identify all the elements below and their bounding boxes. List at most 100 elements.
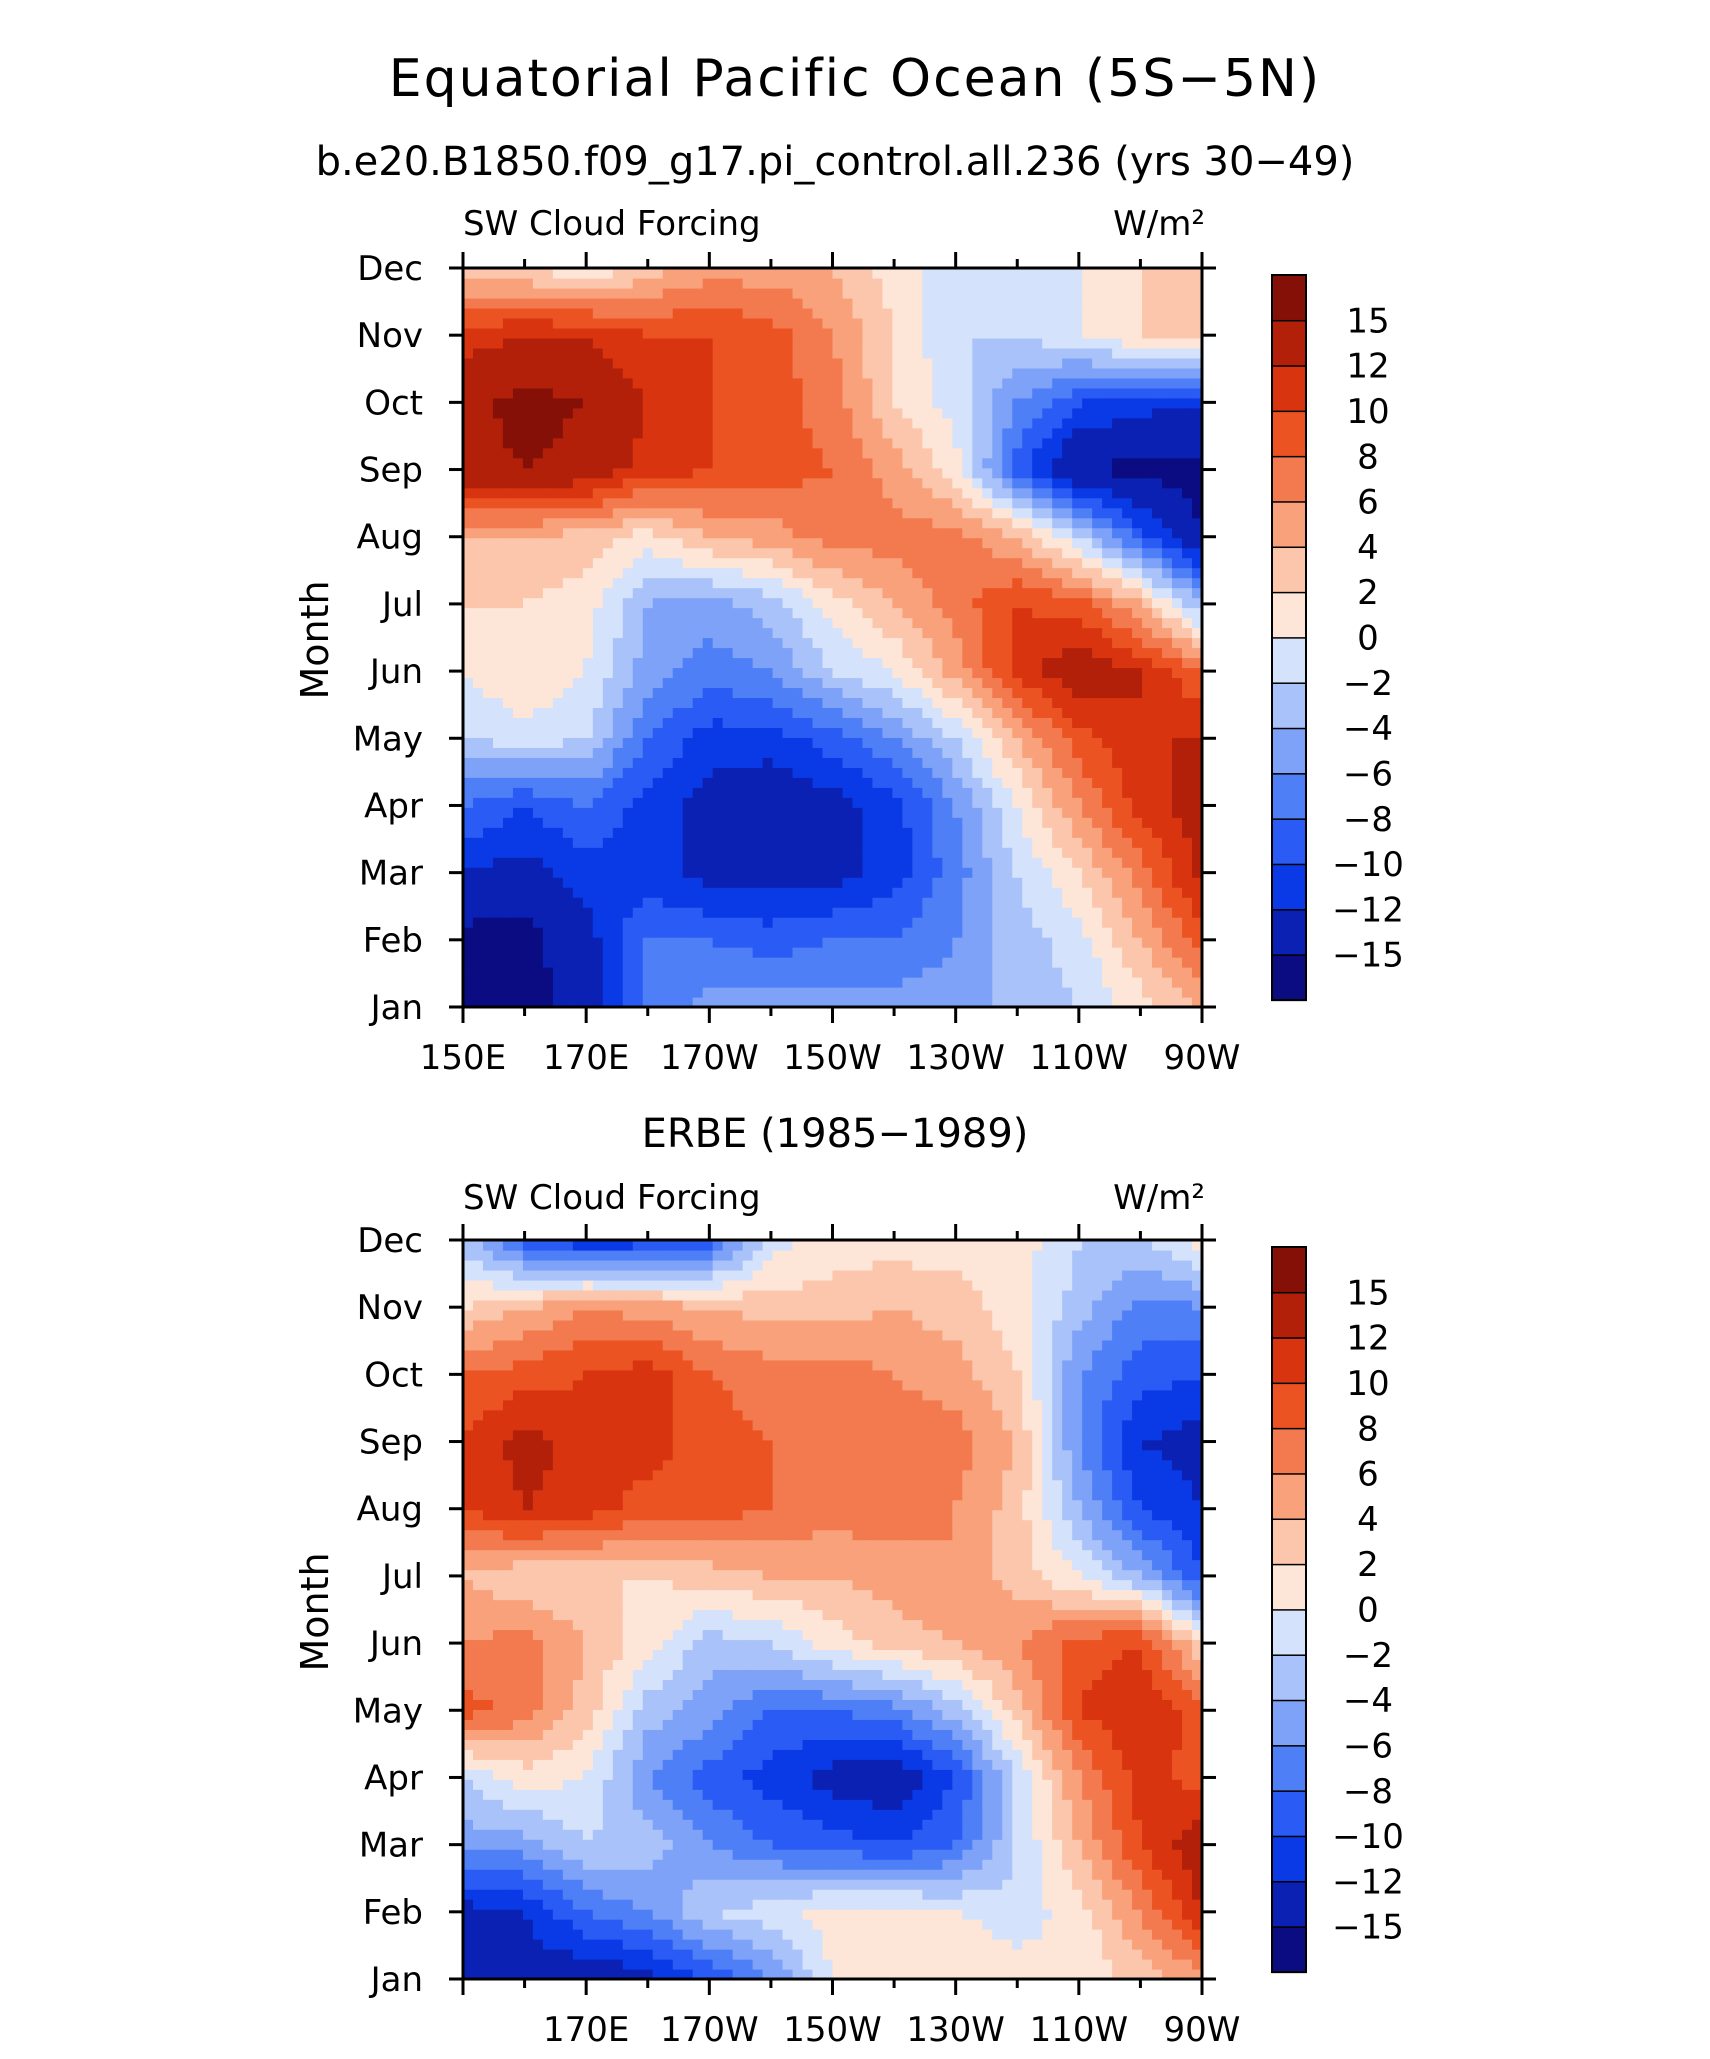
- heatmap-cell: [782, 847, 794, 858]
- heatmap-cell: [1172, 517, 1183, 529]
- heatmap-cell: [532, 417, 544, 429]
- heatmap-cell: [1182, 627, 1193, 639]
- heatmap-cell: [1192, 697, 1203, 709]
- heatmap-cell: [862, 707, 874, 718]
- heatmap-cell: [472, 477, 484, 489]
- heatmap-cell: [1192, 997, 1203, 1008]
- heatmap-cell: [892, 787, 904, 798]
- heatmap-cell: [812, 587, 824, 599]
- heatmap-cell: [472, 567, 484, 579]
- heatmap-cell: [1102, 557, 1113, 569]
- heatmap-cell: [482, 397, 494, 409]
- heatmap-cell: [642, 367, 654, 379]
- heatmap-cell: [642, 887, 654, 898]
- heatmap-cell: [1012, 527, 1023, 539]
- heatmap-cell: [982, 777, 993, 788]
- heatmap-cell: [562, 817, 574, 828]
- heatmap-cell: [992, 367, 1003, 379]
- heatmap-cell: [1032, 737, 1043, 748]
- heatmap-cell: [1032, 507, 1043, 519]
- heatmap-cell: [612, 327, 624, 339]
- heatmap-cell: [1192, 377, 1203, 389]
- heatmap-cell: [652, 447, 664, 459]
- heatmap-cell: [602, 777, 614, 788]
- heatmap-cell: [732, 607, 744, 619]
- heatmap-cell: [862, 517, 874, 529]
- heatmap-cell: [1172, 937, 1183, 948]
- heatmap-cell: [692, 347, 704, 359]
- heatmap-cell: [1162, 977, 1173, 988]
- heatmap-cell: [463, 617, 474, 629]
- heatmap-cell: [922, 367, 933, 379]
- heatmap-cell: [1002, 527, 1013, 539]
- heatmap-cell: [762, 457, 774, 469]
- heatmap-cell: [502, 837, 514, 848]
- heatmap-cell: [822, 537, 834, 549]
- heatmap-cell: [852, 987, 864, 998]
- heatmap-cell: [842, 627, 854, 639]
- heatmap-cell: [672, 677, 684, 689]
- heatmap-cell: [1132, 837, 1143, 848]
- heatmap-cell: [492, 777, 504, 788]
- heatmap-cell: [1012, 417, 1023, 429]
- heatmap-cell: [562, 597, 574, 609]
- heatmap-cell: [752, 747, 764, 758]
- heatmap-cell: [752, 987, 764, 998]
- heatmap-cell: [922, 577, 933, 589]
- heatmap-cell: [472, 417, 484, 429]
- heatmap-cell: [1112, 777, 1123, 788]
- heatmap-cell: [1142, 977, 1153, 988]
- heatmap-cell: [1082, 517, 1093, 529]
- heatmap-cell: [522, 647, 534, 659]
- heatmap-cell: [1182, 897, 1193, 908]
- heatmap-cell: [1162, 807, 1173, 818]
- heatmap-cell: [1032, 947, 1043, 958]
- heatmap-cell: [622, 807, 634, 818]
- heatmap-cell: [912, 937, 923, 948]
- heatmap-cell: [632, 757, 644, 768]
- heatmap-cell: [1172, 547, 1183, 559]
- heatmap-cell: [992, 507, 1003, 519]
- heatmap-cell: [832, 867, 844, 878]
- heatmap-cell: [752, 897, 764, 908]
- heatmap-cell: [692, 837, 704, 848]
- heatmap-cell: [682, 867, 694, 878]
- heatmap-cell: [952, 857, 963, 868]
- heatmap-cell: [812, 507, 824, 519]
- heatmap-cell: [812, 937, 824, 948]
- heatmap-cell: [1192, 397, 1203, 409]
- heatmap-cell: [1142, 847, 1153, 858]
- heatmap-cell: [832, 647, 844, 659]
- heatmap-cell: [582, 667, 594, 679]
- heatmap-cell: [992, 457, 1003, 469]
- heatmap-cell: [1092, 617, 1103, 629]
- heatmap-cell: [712, 727, 724, 738]
- heatmap-cell: [532, 697, 544, 709]
- heatmap-cell: [1012, 887, 1023, 898]
- heatmap-cell: [742, 887, 754, 898]
- heatmap-cell: [732, 697, 744, 709]
- heatmap-cell: [1102, 707, 1113, 718]
- heatmap-cell: [832, 977, 844, 988]
- heatmap-cell: [612, 627, 624, 639]
- heatmap-cell: [512, 607, 524, 619]
- heatmap-cell: [762, 937, 774, 948]
- heatmap-cell: [1132, 697, 1143, 709]
- heatmap-cell: [772, 647, 784, 659]
- heatmap-cell: [1022, 377, 1033, 389]
- heatmap-cell: [662, 777, 674, 788]
- heatmap-cell: [942, 957, 953, 968]
- heatmap-cell: [1112, 387, 1123, 399]
- heatmap-cell: [532, 387, 544, 399]
- heatmap-cell: [542, 987, 554, 998]
- heatmap-cell: [532, 467, 544, 479]
- heatmap-cell: [922, 667, 933, 679]
- heatmap-cell: [672, 947, 684, 958]
- heatmap-cell: [1102, 677, 1113, 689]
- heatmap-cell: [632, 977, 644, 988]
- heatmap-cell: [542, 867, 554, 878]
- heatmap-cell: [772, 357, 784, 369]
- heatmap-cell: [1142, 457, 1153, 469]
- heatmap-cell: [922, 857, 933, 868]
